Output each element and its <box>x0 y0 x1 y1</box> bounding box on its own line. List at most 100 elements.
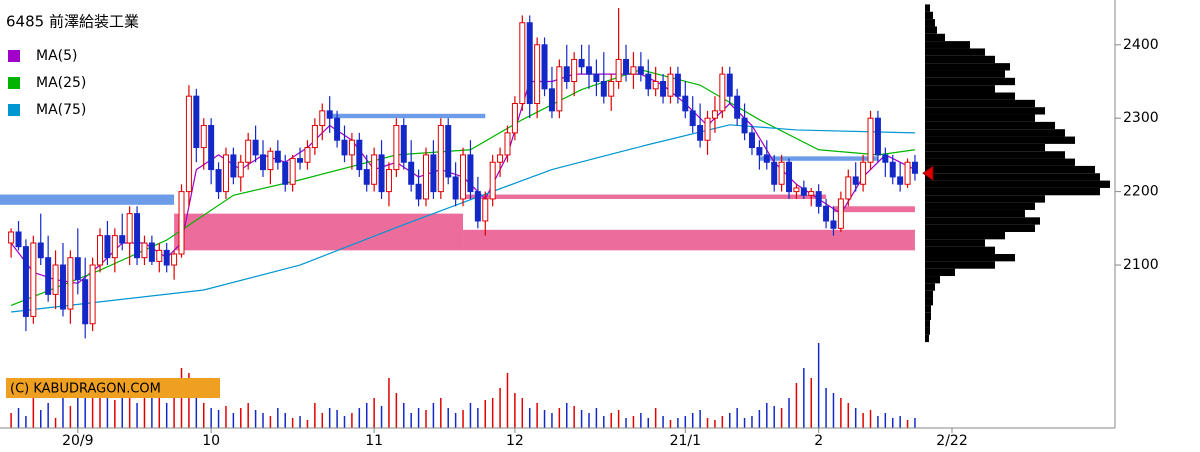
volume-profile-bar <box>925 107 1045 115</box>
candle-body <box>45 257 52 295</box>
legend-label: MA(5) <box>36 48 78 64</box>
volume-profile-bar <box>925 63 1010 71</box>
candle-body <box>600 80 607 97</box>
candle-body <box>237 161 244 178</box>
x-tick-label: 2 <box>814 433 823 449</box>
price-zone <box>833 206 915 213</box>
candle-body <box>645 73 652 90</box>
candle-body <box>111 235 118 259</box>
candle-body <box>400 125 407 163</box>
volume-profile-bar <box>925 70 1005 78</box>
candle-body <box>348 139 355 156</box>
volume-profile-bar <box>925 11 933 20</box>
volume-profile-bar <box>925 298 933 306</box>
x-tick-label: 12 <box>506 433 524 449</box>
candle-body <box>178 191 185 255</box>
candle-body <box>845 176 852 200</box>
candle-body <box>652 80 659 90</box>
candle-body <box>297 158 304 163</box>
copyright: (C) KABUDRAGON.COM <box>10 382 161 397</box>
volume-profile-bar <box>925 121 1055 130</box>
candle-body <box>311 125 318 149</box>
candle-body <box>793 187 800 193</box>
candle-body <box>548 88 555 112</box>
candle-body <box>763 154 770 163</box>
volume-profile-bar <box>925 268 955 277</box>
candle-body <box>608 80 615 97</box>
legend-label: MA(25) <box>36 75 86 91</box>
y-tick-label: 2300 <box>1123 110 1159 126</box>
candle-body <box>511 103 518 134</box>
volume-profile-bar <box>925 246 995 255</box>
candle-body <box>800 187 807 196</box>
volume-profile-bar <box>925 261 995 269</box>
volume-profile-bar <box>925 77 1015 86</box>
candle-body <box>630 66 637 75</box>
candle-body <box>778 161 785 185</box>
copyright-box <box>6 378 220 398</box>
candle-body <box>660 80 667 97</box>
candle-body <box>860 161 867 185</box>
candle-body <box>623 58 630 75</box>
candle-body <box>422 154 429 200</box>
candle-body <box>593 73 600 82</box>
candle-body <box>267 150 274 171</box>
candle-body <box>326 110 333 119</box>
candle-body <box>474 191 481 222</box>
volume-profile-bar <box>925 158 1075 166</box>
legend-label: MA(75) <box>36 102 86 118</box>
candle-body <box>482 198 489 222</box>
candle-body <box>852 176 859 185</box>
candle-body <box>30 242 37 317</box>
candle-body <box>156 249 163 262</box>
ma-line <box>11 124 915 313</box>
candle-body <box>304 147 311 163</box>
ma-line <box>10 73 916 285</box>
candle-body <box>556 66 563 112</box>
candle-body <box>274 150 281 163</box>
candle-body <box>697 125 704 141</box>
candle-body <box>200 125 207 149</box>
candle-body <box>571 58 578 82</box>
candle-body <box>193 95 200 149</box>
candle-body <box>393 125 400 171</box>
volume-profile-bar <box>925 165 1095 174</box>
candle-body <box>89 264 96 325</box>
candle-body <box>815 191 822 207</box>
candle-body <box>8 231 15 244</box>
candle-body <box>260 154 267 171</box>
candle-body <box>230 154 237 178</box>
legend-swatch <box>8 50 20 62</box>
candle-body <box>74 257 81 281</box>
candle-body <box>874 117 881 156</box>
volume-profile-bar <box>925 19 935 27</box>
candle-body <box>15 231 22 248</box>
candle-body <box>741 117 748 134</box>
candle-body <box>104 235 111 259</box>
volume-profile-bar <box>925 312 931 321</box>
candle-body <box>904 161 911 185</box>
candle-body <box>719 73 726 112</box>
candle-body <box>134 213 141 259</box>
candle-body <box>830 220 837 229</box>
candle-body <box>282 161 289 185</box>
candle-body <box>497 154 504 163</box>
candle-body <box>867 117 874 163</box>
price-zone <box>0 194 175 205</box>
price-zone <box>463 229 915 251</box>
candle-body <box>837 198 844 229</box>
candle-body <box>97 235 104 266</box>
candle-body <box>637 66 644 75</box>
candle-body <box>704 117 711 141</box>
candle-body <box>59 264 66 310</box>
candle-body <box>22 246 29 317</box>
volume-profile-bar <box>925 209 1025 218</box>
candle-body <box>615 58 622 82</box>
volume-profile-bar <box>925 151 1065 159</box>
candle-body <box>534 44 541 105</box>
volume-profile-bar <box>925 217 1040 225</box>
volume-profile-bar <box>925 92 1015 100</box>
volume-profile-bar <box>925 202 1035 210</box>
y-tick-label: 2400 <box>1123 37 1159 53</box>
volume-profile-bar <box>925 99 1035 108</box>
